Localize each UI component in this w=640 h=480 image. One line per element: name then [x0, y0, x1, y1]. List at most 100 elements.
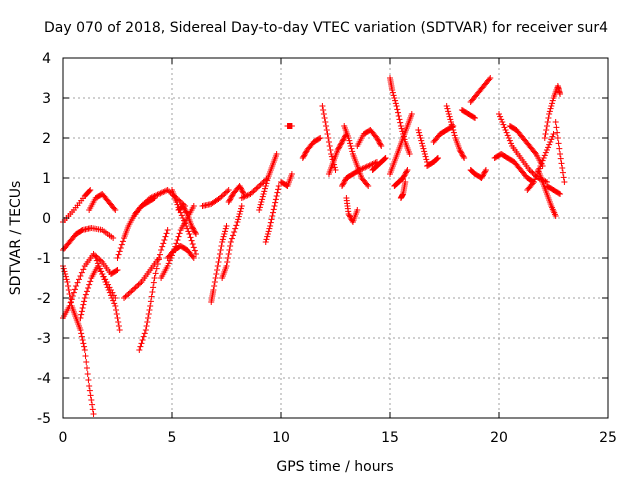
data-point [264, 231, 271, 237]
data-point [421, 151, 428, 157]
data-point [141, 330, 148, 337]
data-point [449, 124, 456, 131]
data-point [502, 127, 509, 133]
data-point [78, 308, 85, 315]
data-point [220, 233, 227, 240]
data-point [61, 268, 68, 275]
data-point [158, 189, 165, 196]
data-point [121, 295, 128, 301]
y-tick-label: -3 [37, 331, 51, 347]
data-point [175, 233, 182, 240]
data-point [446, 113, 453, 120]
data-point [107, 292, 114, 299]
data-point [323, 123, 330, 129]
data-point [228, 235, 235, 242]
data-point [503, 129, 510, 136]
data-point [266, 225, 273, 232]
data-point [274, 189, 281, 196]
data-point [457, 148, 464, 155]
data-point [80, 301, 87, 308]
data-point [191, 228, 198, 235]
data-point [497, 113, 504, 120]
data-point [114, 255, 121, 261]
data-point [544, 119, 551, 125]
data-point [302, 149, 309, 156]
data-point [190, 255, 197, 261]
data-point [75, 276, 82, 283]
data-point [408, 111, 415, 117]
data-point [299, 155, 306, 161]
data-point [543, 147, 550, 153]
data-point [109, 295, 116, 301]
data-point [322, 119, 329, 125]
data-point [420, 145, 427, 152]
data-point [553, 124, 560, 131]
data-point [145, 315, 152, 321]
data-point [461, 155, 468, 161]
data-point [237, 184, 244, 191]
data-point [213, 271, 220, 277]
data-point [335, 145, 342, 152]
data-point [182, 207, 189, 213]
data-point [267, 219, 274, 226]
data-point [125, 291, 132, 297]
data-point [557, 191, 564, 197]
data-point [555, 140, 562, 147]
y-tick-label: -2 [37, 291, 51, 307]
data-point [116, 248, 123, 255]
data-point [192, 231, 199, 237]
data-point [145, 311, 152, 317]
data-point [357, 166, 364, 173]
data-point [456, 147, 463, 153]
data-point [256, 204, 263, 211]
data-point [81, 295, 88, 301]
data-point [259, 193, 266, 200]
data-point [459, 152, 466, 159]
y-tick-label: 2 [42, 131, 51, 147]
data-point [97, 265, 104, 272]
data-point [114, 267, 121, 273]
data-point [557, 151, 564, 157]
data-point [226, 247, 233, 253]
data-point [77, 315, 84, 321]
data-point [300, 153, 307, 160]
data-point [113, 267, 120, 274]
data-point [190, 244, 197, 251]
data-point [155, 256, 162, 263]
data-point [157, 251, 164, 258]
data-point [504, 132, 511, 139]
data-point [369, 161, 376, 167]
data-point [264, 177, 271, 184]
data-point [256, 207, 263, 213]
data-point [258, 199, 265, 205]
data-point [460, 153, 467, 160]
data-point [141, 200, 148, 207]
data-point [230, 232, 237, 239]
data-point [224, 259, 231, 265]
data-point [165, 260, 172, 267]
data-point [81, 298, 88, 305]
data-point [319, 103, 326, 109]
data-point [164, 263, 171, 269]
data-point [79, 305, 86, 311]
data-point [416, 129, 423, 136]
data-point [375, 137, 382, 144]
data-point [554, 135, 561, 141]
data-point [155, 191, 162, 197]
data-point [400, 175, 407, 181]
data-point [423, 156, 430, 163]
axis-ticks: 0 5 10 15 20 25 -5 -4 -3 -2 -1 0 1 2 3 4 [37, 51, 617, 446]
data-point [86, 383, 93, 389]
data-point [183, 209, 190, 216]
data-point [139, 337, 146, 343]
data-point [227, 239, 234, 245]
data-point [179, 215, 186, 221]
data-point [548, 136, 555, 143]
data-point [153, 265, 160, 272]
data-point [418, 137, 425, 144]
data-point [365, 163, 372, 169]
data-point [334, 147, 341, 153]
data-point [116, 327, 123, 333]
data-point [268, 216, 275, 223]
data-point [126, 289, 133, 296]
